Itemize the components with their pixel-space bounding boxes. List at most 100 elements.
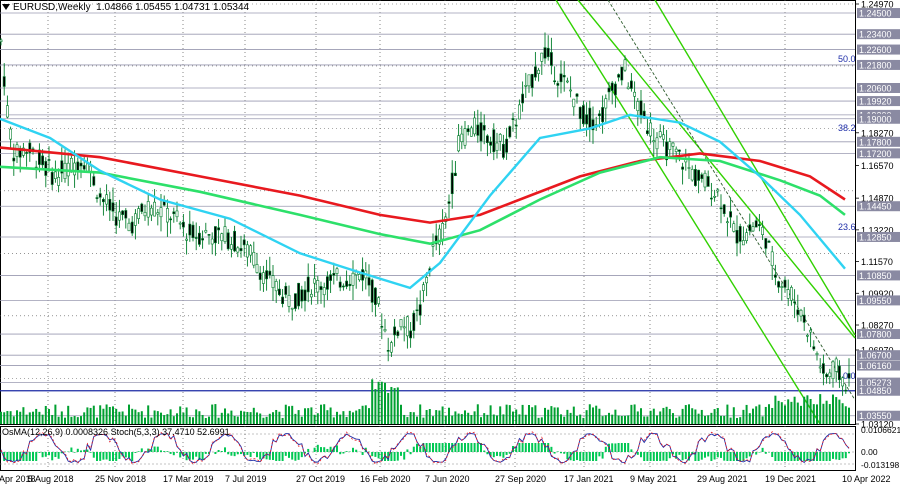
channel-lower-line[interactable] bbox=[555, 0, 821, 425]
volume-bar bbox=[35, 408, 38, 424]
osma-bar bbox=[592, 452, 594, 461]
volume-bar bbox=[387, 392, 390, 424]
volume-bar bbox=[572, 406, 575, 424]
osma-bar bbox=[425, 443, 428, 452]
candle-body bbox=[322, 287, 326, 296]
candle-body bbox=[805, 334, 809, 337]
osma-bar bbox=[137, 451, 140, 452]
candle-body bbox=[351, 272, 355, 286]
candle-body bbox=[357, 274, 361, 281]
candle-body bbox=[303, 289, 307, 301]
channel-upper-line[interactable] bbox=[577, 0, 856, 339]
date-tick-label: 29 Aug 2021 bbox=[697, 474, 748, 484]
osma-bar bbox=[531, 443, 534, 452]
price-label: 1.11570 bbox=[861, 257, 893, 267]
volume-bar bbox=[329, 407, 332, 424]
volume-bar bbox=[60, 411, 63, 424]
trend-channel[interactable] bbox=[555, 0, 856, 425]
volume-bar bbox=[470, 415, 473, 424]
volume-bar bbox=[611, 414, 614, 424]
osma-bar bbox=[432, 443, 434, 452]
volume-bar bbox=[745, 404, 748, 424]
channel-upper2-line[interactable] bbox=[654, 0, 856, 336]
osma-bar bbox=[614, 443, 617, 452]
moving-averages bbox=[0, 113, 846, 290]
volume-bar bbox=[400, 404, 402, 424]
volume-bar bbox=[358, 409, 361, 424]
volume-bar bbox=[617, 415, 620, 424]
osma-bar bbox=[115, 452, 118, 461]
volume-bar bbox=[374, 389, 377, 424]
osma-bar bbox=[355, 449, 358, 452]
candle-body bbox=[601, 107, 605, 123]
candle-body bbox=[645, 130, 649, 135]
candle-body bbox=[796, 309, 800, 315]
candle-body bbox=[386, 350, 390, 352]
osma-bar bbox=[304, 452, 306, 454]
volume-bar bbox=[476, 404, 479, 424]
volume-bar bbox=[153, 410, 156, 424]
osma-bar bbox=[73, 452, 76, 453]
volume-bar bbox=[547, 409, 550, 424]
candle-body bbox=[402, 326, 406, 329]
price-label: 1.03550 bbox=[859, 411, 892, 421]
price-label: 1.07800 bbox=[859, 330, 892, 340]
volume-bar bbox=[118, 411, 121, 424]
volume-bar bbox=[169, 409, 172, 424]
collapse-triangle-icon[interactable] bbox=[2, 4, 10, 11]
osma-bar bbox=[716, 452, 719, 458]
candle-body bbox=[239, 248, 243, 252]
osma-bar bbox=[499, 452, 502, 457]
osma-bar bbox=[713, 452, 716, 460]
osma-bar bbox=[528, 443, 530, 452]
volume-bar bbox=[758, 404, 761, 424]
volume-bar bbox=[51, 414, 54, 424]
candle-body bbox=[9, 128, 13, 140]
osma-bar bbox=[486, 452, 489, 455]
osma-bar bbox=[374, 452, 377, 457]
volume-bar bbox=[640, 408, 642, 424]
volume-bar bbox=[816, 404, 818, 424]
volume-bar bbox=[307, 408, 310, 424]
volume-bar bbox=[137, 412, 140, 424]
candle-body bbox=[732, 223, 736, 232]
candle-body bbox=[287, 294, 291, 307]
candle-body bbox=[255, 264, 259, 273]
volume-bar bbox=[800, 405, 802, 424]
osma-bar bbox=[377, 452, 380, 459]
volume-bar bbox=[739, 417, 742, 424]
osma-bar bbox=[25, 452, 28, 461]
volume-bar bbox=[656, 415, 658, 424]
volume-bar bbox=[339, 414, 342, 424]
candle-body bbox=[492, 129, 496, 153]
osma-bar bbox=[556, 451, 559, 452]
osma-bar bbox=[774, 452, 777, 461]
candle-body bbox=[130, 221, 134, 234]
osma-bar bbox=[147, 448, 150, 452]
osma-bar bbox=[438, 443, 441, 452]
price-label: 1.17200 bbox=[859, 149, 892, 159]
osma-bar bbox=[316, 444, 319, 452]
fib-level-label: 50.0 bbox=[838, 54, 856, 64]
volume-bar bbox=[128, 404, 130, 424]
volume-bar bbox=[435, 410, 438, 424]
volume-bar bbox=[124, 415, 127, 424]
volume-bar bbox=[355, 410, 358, 424]
channel-mid-line[interactable] bbox=[607, 0, 856, 401]
candle-body bbox=[2, 76, 6, 87]
volume-bar bbox=[732, 407, 735, 424]
osma-bar bbox=[192, 452, 194, 460]
volume-bar bbox=[92, 405, 95, 424]
candle-body bbox=[495, 142, 499, 151]
volume-bar bbox=[67, 405, 70, 424]
osma-bar bbox=[707, 452, 710, 457]
volume-bar bbox=[272, 412, 274, 424]
candle-body bbox=[421, 284, 425, 291]
candle-body bbox=[709, 197, 713, 200]
volume-bar bbox=[537, 417, 540, 424]
volume-bar bbox=[214, 404, 217, 424]
volume-bar bbox=[700, 409, 703, 424]
